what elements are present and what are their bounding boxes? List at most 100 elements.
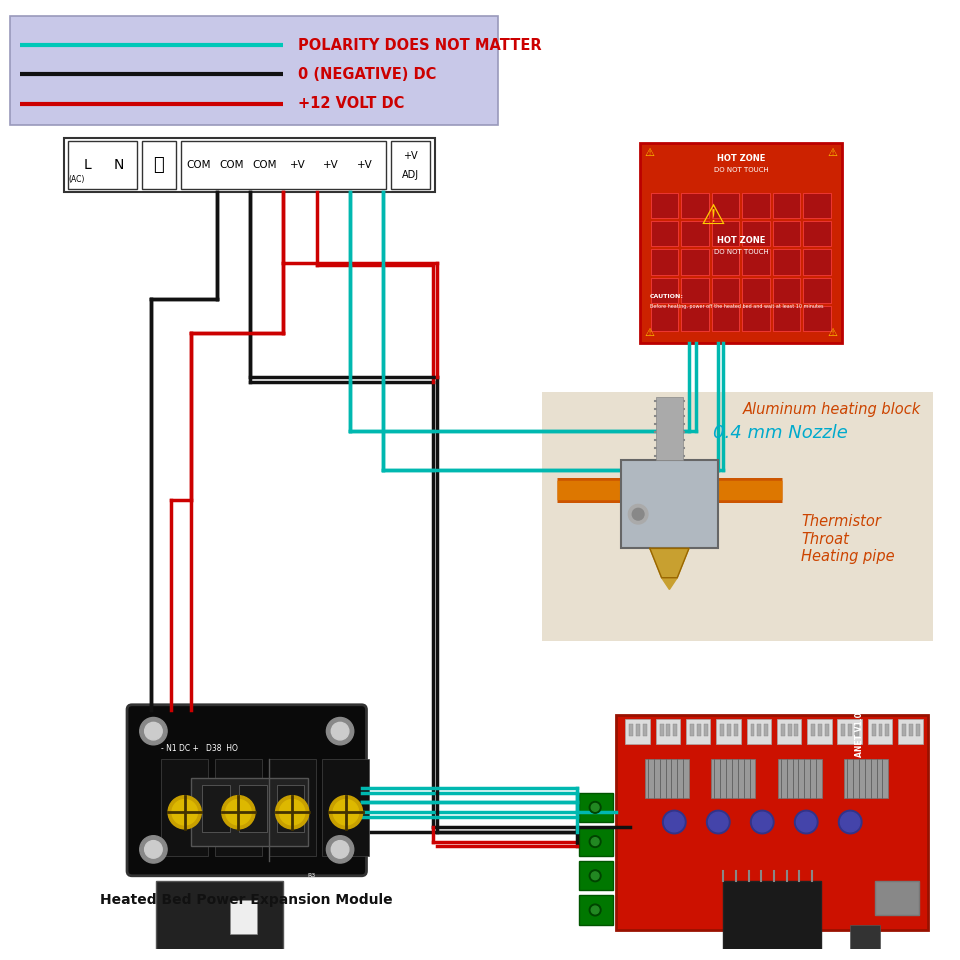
Circle shape	[838, 810, 862, 834]
FancyBboxPatch shape	[625, 719, 650, 744]
Bar	[742, 193, 770, 218]
Circle shape	[145, 841, 162, 858]
Text: +12 VOLT DC: +12 VOLT DC	[298, 96, 404, 111]
Bar	[697, 724, 701, 736]
FancyBboxPatch shape	[142, 141, 176, 189]
Bar	[841, 724, 846, 736]
Bar	[656, 396, 684, 461]
Bar	[902, 724, 906, 736]
FancyBboxPatch shape	[269, 758, 316, 856]
Bar	[773, 306, 801, 331]
FancyBboxPatch shape	[716, 719, 741, 744]
Text: (AC): (AC)	[68, 175, 84, 183]
FancyBboxPatch shape	[180, 141, 386, 189]
Bar	[764, 724, 768, 736]
Circle shape	[707, 810, 730, 834]
Circle shape	[591, 906, 599, 914]
Text: U1.2: U1.2	[137, 928, 142, 940]
FancyBboxPatch shape	[837, 719, 862, 744]
Bar	[804, 193, 830, 218]
FancyBboxPatch shape	[747, 719, 771, 744]
FancyBboxPatch shape	[579, 827, 612, 856]
Bar	[795, 724, 799, 736]
Circle shape	[172, 800, 198, 825]
Bar	[804, 306, 830, 331]
Text: Thermistor
Throat
Heating pipe: Thermistor Throat Heating pipe	[802, 515, 895, 564]
Bar	[651, 306, 679, 331]
Circle shape	[797, 812, 816, 831]
Polygon shape	[661, 578, 677, 589]
Bar	[751, 724, 755, 736]
Bar	[711, 221, 739, 247]
Bar	[909, 724, 913, 736]
Circle shape	[751, 810, 774, 834]
FancyBboxPatch shape	[723, 880, 821, 959]
Circle shape	[589, 904, 601, 916]
Circle shape	[222, 796, 255, 828]
FancyBboxPatch shape	[10, 15, 498, 125]
Circle shape	[279, 800, 305, 825]
FancyBboxPatch shape	[276, 785, 304, 831]
Text: ADJ: ADJ	[402, 170, 419, 180]
Text: ⚠: ⚠	[701, 203, 726, 230]
Text: +V: +V	[290, 160, 306, 170]
FancyBboxPatch shape	[686, 719, 710, 744]
Circle shape	[276, 796, 309, 828]
Bar	[849, 724, 852, 736]
Text: Aluminum heating block: Aluminum heating block	[743, 402, 921, 418]
Circle shape	[326, 717, 354, 745]
Bar	[780, 724, 784, 736]
Text: R3: R3	[308, 874, 316, 878]
Bar	[673, 724, 677, 736]
Circle shape	[331, 722, 348, 740]
FancyBboxPatch shape	[68, 141, 137, 189]
Text: HOT ZONE: HOT ZONE	[717, 236, 765, 245]
Text: +V: +V	[403, 151, 418, 160]
FancyBboxPatch shape	[191, 778, 308, 847]
Bar	[690, 724, 694, 736]
FancyBboxPatch shape	[579, 861, 612, 891]
Bar	[855, 724, 859, 736]
Circle shape	[662, 810, 686, 834]
FancyBboxPatch shape	[127, 705, 367, 876]
Bar	[773, 193, 801, 218]
Text: CAUTION:: CAUTION:	[650, 295, 684, 300]
FancyBboxPatch shape	[579, 896, 612, 924]
Bar	[711, 193, 739, 218]
Bar	[720, 724, 724, 736]
FancyBboxPatch shape	[391, 141, 430, 189]
Text: Control In: Control In	[330, 911, 335, 938]
FancyBboxPatch shape	[711, 758, 756, 798]
FancyBboxPatch shape	[777, 719, 802, 744]
Text: +V: +V	[324, 160, 339, 170]
Bar	[651, 277, 679, 303]
Text: DO NOT TOUCH: DO NOT TOUCH	[714, 250, 769, 255]
Circle shape	[840, 812, 860, 831]
Bar	[773, 221, 801, 247]
Circle shape	[140, 836, 167, 863]
Bar	[704, 724, 708, 736]
Bar	[682, 306, 708, 331]
Text: POLARITY DOES NOT MATTER: POLARITY DOES NOT MATTER	[298, 37, 541, 53]
Circle shape	[753, 812, 772, 831]
Bar	[630, 724, 634, 736]
Circle shape	[629, 504, 648, 524]
Circle shape	[226, 800, 252, 825]
Bar	[733, 724, 738, 736]
Circle shape	[633, 509, 644, 520]
FancyBboxPatch shape	[239, 785, 267, 831]
Circle shape	[708, 812, 728, 831]
Circle shape	[589, 870, 601, 881]
Bar	[757, 724, 761, 736]
Circle shape	[591, 804, 599, 811]
Bar	[742, 306, 770, 331]
FancyBboxPatch shape	[656, 719, 680, 744]
Circle shape	[329, 796, 363, 828]
FancyBboxPatch shape	[851, 924, 879, 960]
Bar	[885, 724, 889, 736]
Circle shape	[795, 810, 818, 834]
Text: Before heating, power off the heated bed and wait at least 10 minutes: Before heating, power off the heated bed…	[650, 304, 824, 309]
FancyBboxPatch shape	[778, 758, 822, 798]
FancyBboxPatch shape	[875, 880, 919, 915]
FancyBboxPatch shape	[807, 719, 831, 744]
